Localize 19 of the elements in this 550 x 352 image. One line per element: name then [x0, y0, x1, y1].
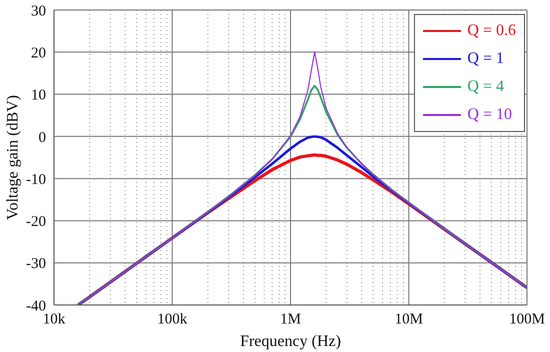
x-axis-title: Frequency (Hz) — [240, 333, 341, 350]
y-tick-label: -20 — [26, 214, 46, 230]
x-tick-label: 100M — [509, 312, 545, 328]
y-tick-label: 20 — [31, 45, 46, 62]
x-tick-label: 100k — [157, 312, 188, 328]
y-axis-title: Voltage gain (dBV) — [4, 94, 22, 220]
y-tick-label: 30 — [31, 3, 46, 20]
legend-label: Q = 0.6 — [467, 22, 516, 40]
legend-label: Q = 4 — [467, 78, 504, 96]
x-tick-label: 1M — [280, 312, 301, 328]
x-tick-label: 10M — [394, 312, 423, 328]
y-tick-label: 0 — [38, 130, 46, 146]
y-tick-label: -40 — [26, 298, 46, 314]
legend-label: Q = 1 — [467, 50, 504, 68]
x-tick-label: 10k — [42, 312, 66, 328]
legend-label: Q = 10 — [467, 106, 512, 124]
y-tick-label: 10 — [31, 88, 46, 104]
y-tick-label: -10 — [26, 172, 46, 188]
y-tick-label: -30 — [26, 256, 46, 272]
